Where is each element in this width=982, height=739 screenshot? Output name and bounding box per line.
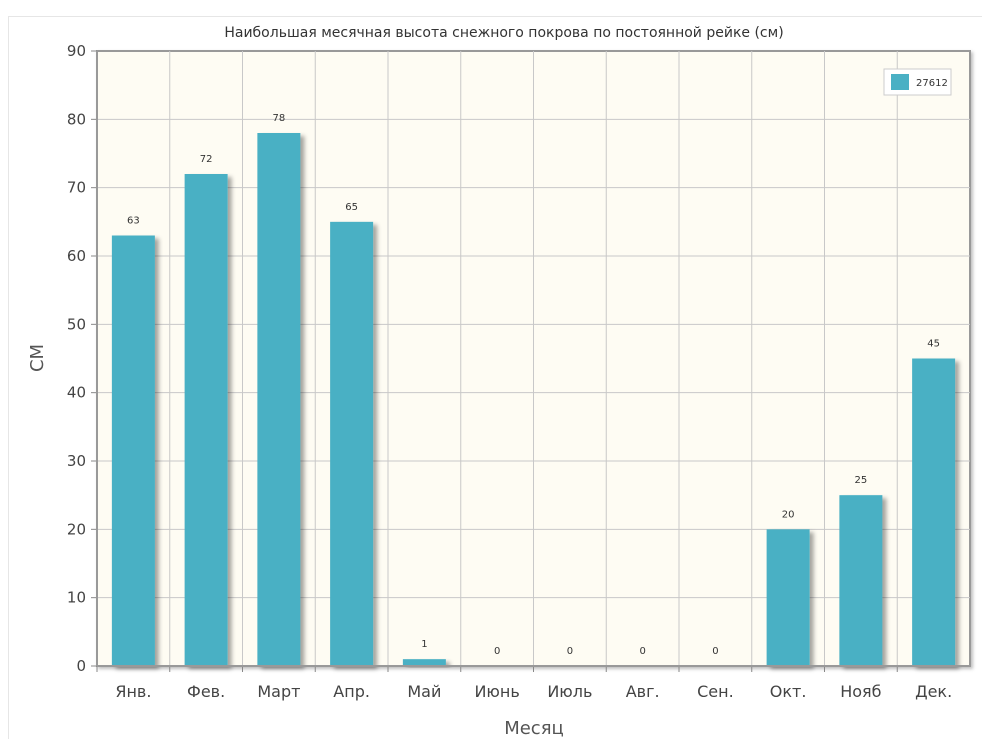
y-tick-label: 20 bbox=[67, 520, 86, 538]
bar bbox=[402, 659, 446, 666]
y-tick-label: 30 bbox=[67, 452, 86, 470]
x-tick-label: Фев. bbox=[187, 682, 225, 701]
y-tick-label: 60 bbox=[67, 247, 86, 265]
x-tick-label: Окт. bbox=[770, 682, 807, 701]
y-tick-label: 80 bbox=[67, 110, 86, 128]
bar bbox=[111, 235, 155, 666]
y-tick-label: 10 bbox=[67, 589, 86, 607]
bar bbox=[184, 174, 228, 666]
bar bbox=[257, 133, 301, 666]
y-tick-label: 70 bbox=[67, 179, 86, 197]
data-label: 1 bbox=[421, 639, 427, 650]
data-label: 65 bbox=[345, 202, 358, 213]
data-label: 78 bbox=[273, 113, 286, 124]
data-label: 72 bbox=[200, 154, 213, 165]
y-tick-label: 0 bbox=[76, 657, 86, 675]
data-label: 63 bbox=[127, 216, 140, 227]
x-axis-title: Месяц bbox=[504, 718, 564, 739]
data-label: 0 bbox=[712, 646, 718, 657]
bar bbox=[330, 221, 374, 667]
x-tick-label: Июнь bbox=[474, 682, 519, 701]
x-tick-label: Дек. bbox=[915, 682, 952, 701]
y-tick-label: 40 bbox=[67, 384, 86, 402]
data-label: 25 bbox=[855, 475, 868, 486]
data-label: 0 bbox=[639, 646, 645, 657]
x-tick-label: Авг. bbox=[626, 682, 660, 701]
x-tick-label: Март bbox=[257, 682, 300, 701]
data-label: 0 bbox=[494, 646, 500, 657]
bar bbox=[839, 495, 883, 666]
data-label: 20 bbox=[782, 509, 795, 520]
legend-swatch bbox=[891, 74, 909, 90]
x-tick-label: Нояб bbox=[840, 682, 881, 701]
x-tick-label: Июль bbox=[547, 682, 592, 701]
y-tick-label: 50 bbox=[67, 315, 86, 333]
y-tick-label: 90 bbox=[67, 42, 86, 60]
data-label: 0 bbox=[567, 646, 573, 657]
legend-label: 27612 bbox=[916, 78, 948, 89]
x-tick-label: Апр. bbox=[333, 682, 370, 701]
bar bbox=[766, 529, 810, 666]
legend: 27612 bbox=[883, 68, 952, 96]
x-tick-label: Сен. bbox=[697, 682, 734, 701]
y-axis-title: СМ bbox=[27, 344, 48, 372]
bar bbox=[912, 358, 956, 666]
x-tick-label: Май bbox=[407, 682, 441, 701]
chart-title: Наибольшая месячная высота снежного покр… bbox=[224, 25, 783, 41]
x-tick-label: Янв. bbox=[115, 682, 151, 701]
data-label: 45 bbox=[927, 339, 940, 350]
